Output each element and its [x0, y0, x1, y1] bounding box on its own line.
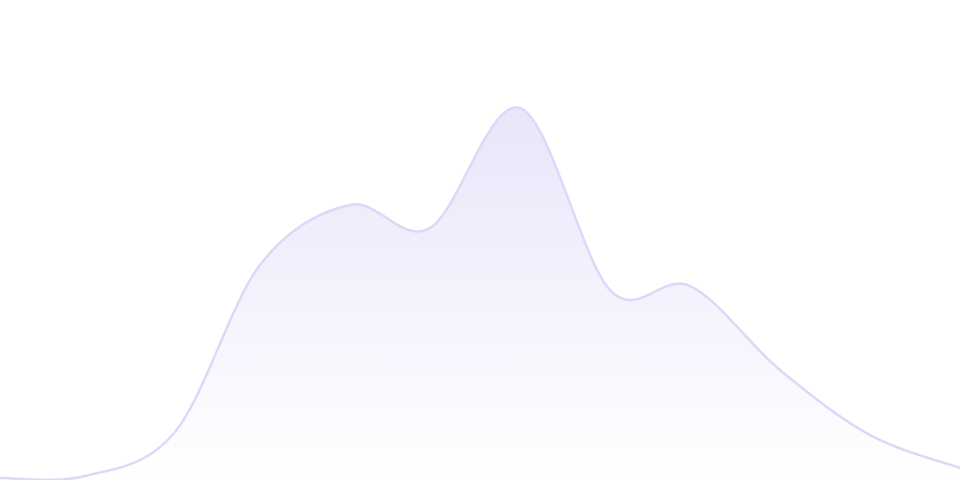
area-line — [0, 106, 960, 480]
area-fill — [0, 107, 960, 480]
